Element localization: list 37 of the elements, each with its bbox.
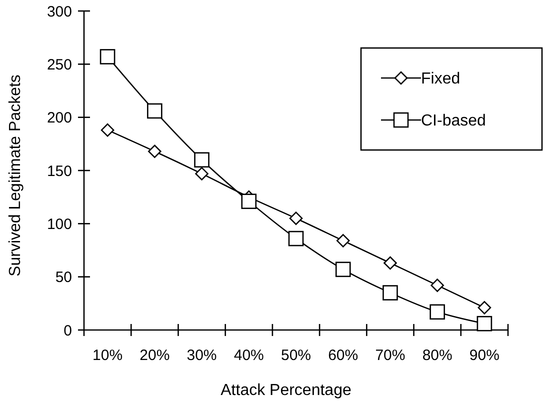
legend-label: CI-based — [421, 112, 486, 130]
y-tick-label: 200 — [46, 110, 72, 127]
point — [194, 152, 210, 168]
x-tick-label: 10% — [92, 347, 123, 364]
point — [195, 167, 208, 180]
point — [336, 234, 350, 248]
x-axis-title: Attack Percentage — [220, 382, 352, 399]
x-tick-label: 40% — [234, 347, 264, 364]
x-tick-label: 50% — [280, 347, 312, 364]
x-tick-label: 30% — [186, 347, 217, 364]
point — [289, 212, 303, 225]
y-tick-label: 300 — [46, 3, 72, 20]
point — [147, 103, 162, 119]
point — [241, 194, 257, 209]
point — [100, 123, 114, 137]
x-tick-label: 20% — [140, 347, 170, 364]
point — [148, 144, 162, 158]
y-tick-label: 150 — [46, 162, 72, 180]
x-tick-label: 80% — [422, 347, 452, 364]
legend-label: Fixed — [421, 70, 460, 88]
y-tick-label: 100 — [46, 216, 72, 233]
x-tick-label: 70% — [375, 347, 406, 364]
point — [478, 301, 492, 314]
y-axis-title: Survived Legitimate Packets — [7, 74, 24, 276]
x-tick-label: 60% — [328, 347, 358, 364]
point — [382, 285, 398, 300]
point — [100, 49, 116, 64]
point — [430, 278, 444, 292]
point — [476, 316, 492, 332]
point — [335, 262, 351, 278]
point — [384, 256, 397, 270]
point — [430, 304, 445, 320]
y-tick-label: 0 — [64, 322, 72, 340]
y-tick-label: 50 — [55, 269, 72, 286]
y-tick-label: 250 — [46, 56, 72, 74]
point — [288, 230, 304, 246]
x-tick-label: 90% — [469, 347, 500, 364]
